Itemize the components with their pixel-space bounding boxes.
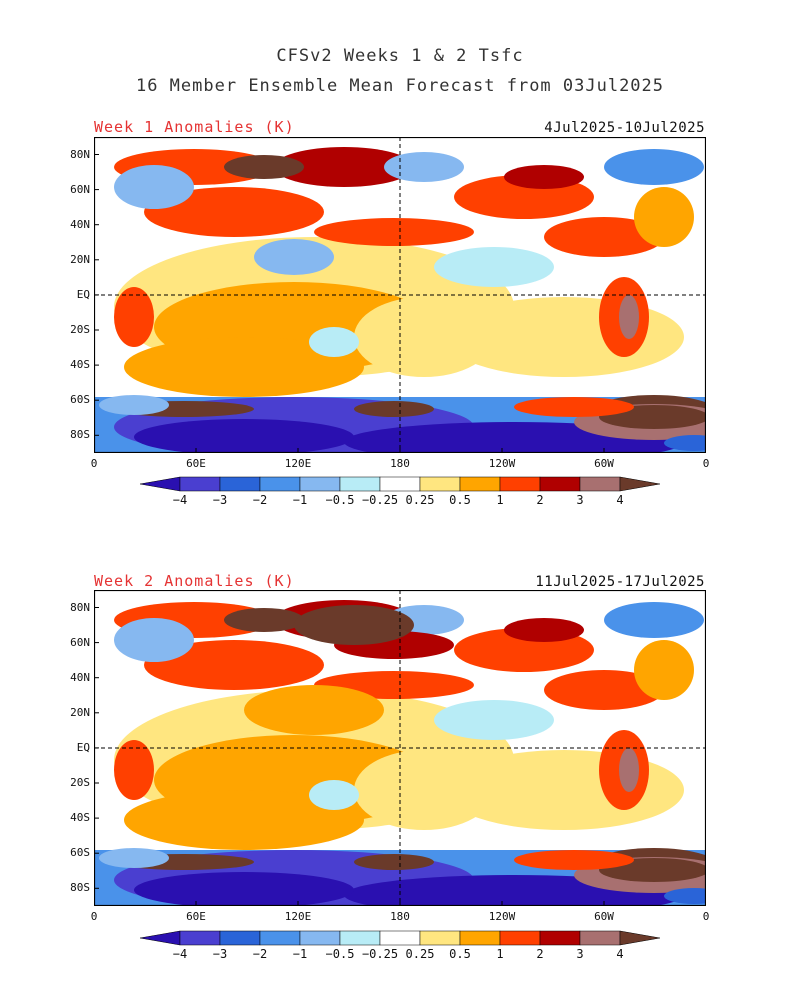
colorbar-label: 1	[496, 947, 504, 961]
colorbar-swatch	[299, 476, 341, 492]
colorbar-label: −3	[212, 493, 228, 507]
lat-tick-label: 40N	[70, 217, 90, 231]
lon-tick-label: 0	[90, 910, 98, 923]
lat-tick-label: 20N	[70, 705, 90, 719]
colorbar-swatch	[499, 930, 541, 946]
lat-tick-label: 80S	[70, 428, 90, 442]
lat-tick-label: 20S	[70, 323, 90, 336]
colorbar-swatch	[219, 930, 261, 946]
lon-tick-label: 120E	[284, 457, 312, 470]
colorbar-label: −0.5	[325, 493, 355, 507]
lat-tick-label: 40S	[70, 358, 90, 372]
lat-tick-label: 60S	[70, 846, 90, 860]
lat-tick-label: 20S	[70, 776, 90, 789]
lon-tick-label: 60W	[594, 910, 614, 923]
lon-tick-label: 120E	[284, 910, 312, 923]
panel1-colorbar	[140, 476, 660, 492]
colorbar-swatch	[179, 930, 221, 946]
colorbar-swatch	[219, 476, 261, 492]
lon-tick-label: 120W	[488, 910, 516, 923]
lat-tick-label: 80N	[70, 147, 90, 161]
lat-tick-label: 20N	[70, 252, 90, 266]
colorbar-label: 0.5	[449, 947, 471, 961]
colorbar-label: −4	[172, 493, 188, 507]
lat-tick-label: 60S	[70, 393, 90, 407]
lon-tick-label: 180	[390, 910, 410, 923]
colorbar-label: 2	[536, 493, 544, 507]
colorbar-swatch	[499, 476, 541, 492]
colorbar-swatch	[539, 930, 581, 946]
colorbar-label: 3	[576, 493, 584, 507]
lon-tick-label: 0	[702, 910, 710, 923]
colorbar-swatch	[579, 930, 621, 946]
header-line1: CFSv2 Weeks 1 & 2 Tsfc	[276, 46, 524, 66]
lat-tick-label: 80N	[70, 600, 90, 614]
colorbar-label: −0.25	[361, 947, 399, 961]
colorbar-label: 0.5	[449, 493, 471, 507]
colorbar-swatch	[419, 476, 461, 492]
colorbar-label: 4	[616, 947, 624, 961]
header-line2: 16 Member Ensemble Mean Forecast from 03…	[135, 76, 665, 96]
colorbar-label: 4	[616, 493, 624, 507]
colorbar-swatch	[339, 930, 381, 946]
colorbar-swatch	[299, 930, 341, 946]
lat-tick-label: 60N	[70, 182, 90, 196]
lat-tick-label: EQ	[76, 740, 90, 754]
colorbar-label: −1	[292, 947, 308, 961]
colorbar-swatch	[459, 930, 501, 946]
lon-tick-label: 0	[702, 457, 710, 470]
lat-tick-label: 60N	[70, 635, 90, 649]
panel2-colorbar	[140, 930, 660, 946]
lon-tick-label: 60E	[186, 457, 206, 470]
colorbar-label: 0.25	[405, 947, 435, 961]
lat-tick-label: 40N	[70, 670, 90, 684]
colorbar-label: −2	[252, 947, 268, 961]
lon-tick-label: 60W	[594, 457, 614, 470]
lon-tick-label: 60E	[186, 910, 206, 923]
colorbar-swatch	[140, 930, 181, 946]
colorbar-swatch	[140, 476, 181, 492]
colorbar-label: −3	[212, 947, 228, 961]
panel1-map	[94, 137, 706, 453]
colorbar-swatch	[259, 930, 301, 946]
panel2-map	[94, 590, 706, 906]
colorbar-label: −2	[252, 493, 268, 507]
lat-tick-label: EQ	[76, 287, 90, 301]
colorbar-label: −0.25	[361, 493, 399, 507]
lat-tick-label: 40S	[70, 811, 90, 825]
colorbar-swatch	[459, 476, 501, 492]
colorbar-swatch	[339, 476, 381, 492]
colorbar-swatch	[379, 476, 421, 492]
lon-tick-label: 180	[390, 457, 410, 470]
lon-tick-label: 0	[90, 457, 98, 470]
colorbar-swatch	[619, 930, 660, 946]
colorbar-swatch	[619, 476, 660, 492]
panel1-dates: 4Jul2025-10Jul2025	[544, 120, 705, 136]
colorbar-swatch	[259, 476, 301, 492]
panel2-title: Week 2 Anomalies (K)	[94, 572, 295, 590]
lon-tick-label: 120W	[488, 457, 516, 470]
panel2-dates: 11Jul2025-17Jul2025	[535, 574, 705, 590]
colorbar-swatch	[539, 476, 581, 492]
colorbar-swatch	[419, 930, 461, 946]
colorbar-label: 1	[496, 493, 504, 507]
colorbar-label: −0.5	[325, 947, 355, 961]
colorbar-swatch	[579, 476, 621, 492]
colorbar-swatch	[179, 476, 221, 492]
colorbar-label: −1	[292, 493, 308, 507]
lat-tick-label: 80S	[70, 881, 90, 895]
colorbar-swatch	[379, 930, 421, 946]
colorbar-label: −4	[172, 947, 188, 961]
colorbar-label: 2	[536, 947, 544, 961]
panel1-title: Week 1 Anomalies (K)	[94, 118, 295, 136]
colorbar-label: 3	[576, 947, 584, 961]
colorbar-label: 0.25	[405, 493, 435, 507]
